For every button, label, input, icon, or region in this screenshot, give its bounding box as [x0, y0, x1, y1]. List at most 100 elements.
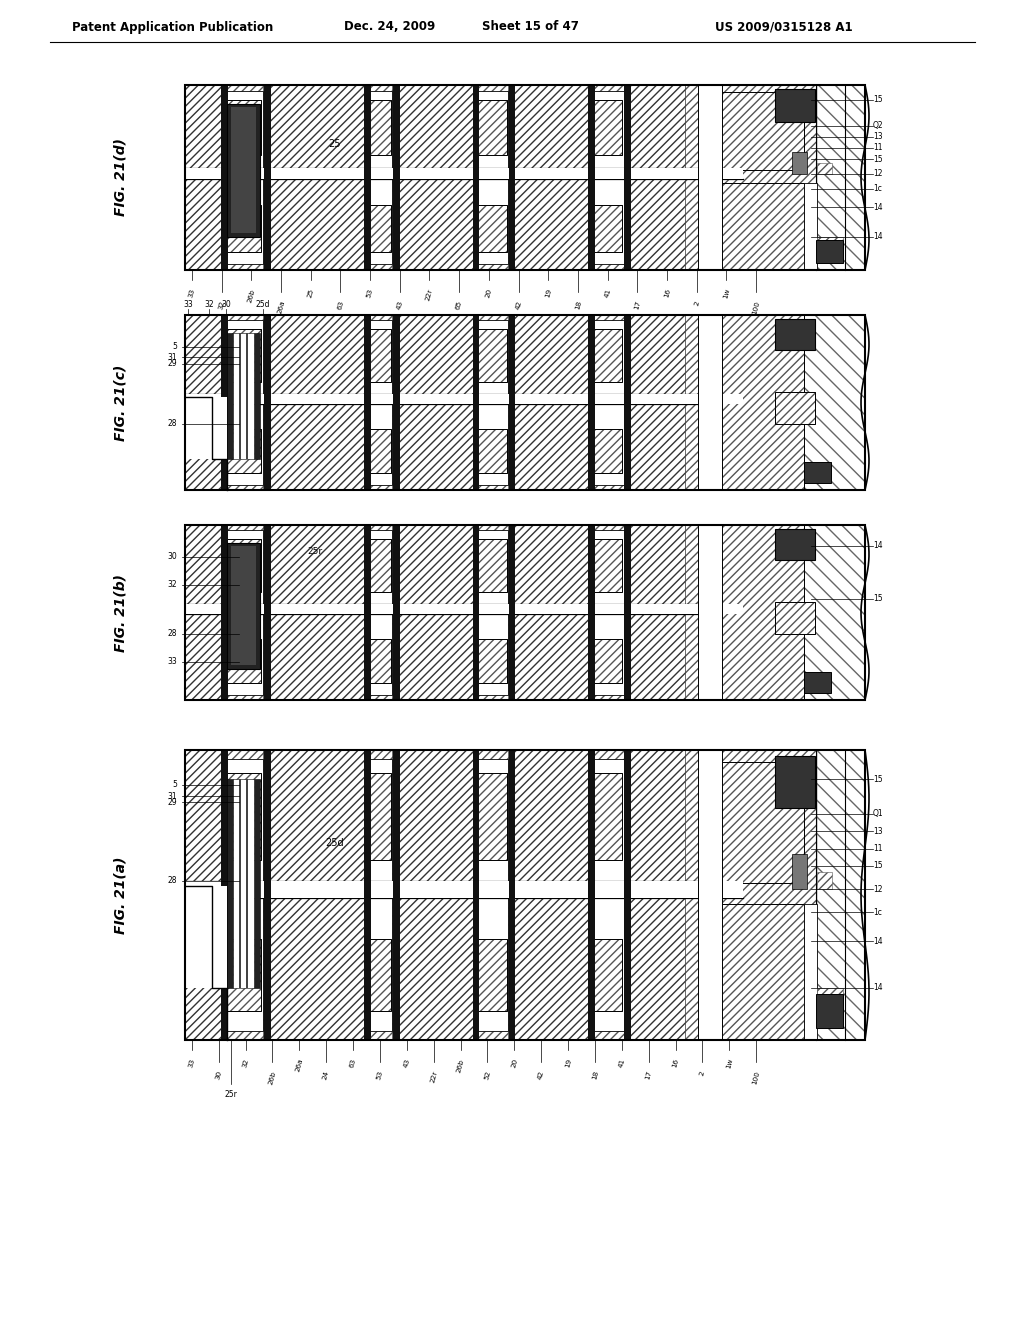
- Text: 28: 28: [168, 876, 177, 884]
- Bar: [263, 84, 366, 271]
- Text: 5: 5: [172, 780, 177, 789]
- Bar: [368, 639, 391, 682]
- Bar: [509, 315, 515, 490]
- Text: 41: 41: [603, 288, 611, 298]
- Bar: [775, 756, 815, 808]
- Bar: [185, 750, 865, 1040]
- Bar: [246, 333, 249, 458]
- Bar: [185, 525, 865, 700]
- Bar: [224, 939, 261, 1011]
- Text: Dec. 24, 2009: Dec. 24, 2009: [344, 21, 435, 33]
- Bar: [368, 100, 391, 156]
- Bar: [476, 429, 507, 473]
- Bar: [722, 762, 804, 883]
- Text: 30: 30: [167, 552, 177, 561]
- Bar: [476, 639, 507, 682]
- Text: 41: 41: [617, 1059, 626, 1068]
- Text: 12: 12: [873, 169, 883, 178]
- Bar: [221, 525, 227, 700]
- Text: 31: 31: [167, 792, 177, 801]
- Bar: [592, 100, 623, 156]
- Bar: [775, 392, 815, 424]
- Text: 19: 19: [564, 1059, 572, 1068]
- Bar: [804, 183, 817, 271]
- Bar: [508, 525, 590, 700]
- Bar: [366, 759, 392, 1031]
- Text: 30: 30: [221, 300, 230, 309]
- Bar: [722, 92, 804, 170]
- Bar: [698, 84, 722, 271]
- Bar: [476, 539, 507, 591]
- Text: 33: 33: [187, 1059, 196, 1068]
- Text: 33: 33: [187, 288, 196, 298]
- Bar: [224, 774, 261, 861]
- Bar: [264, 525, 270, 700]
- Bar: [231, 546, 256, 665]
- Bar: [476, 774, 507, 861]
- Bar: [368, 429, 391, 473]
- Bar: [368, 639, 391, 682]
- Bar: [476, 205, 507, 252]
- Bar: [221, 315, 227, 490]
- Text: 63: 63: [349, 1059, 357, 1068]
- Bar: [804, 525, 865, 700]
- Bar: [227, 543, 260, 668]
- Bar: [592, 205, 623, 252]
- Bar: [473, 525, 479, 700]
- Text: Q2: Q2: [873, 121, 884, 131]
- Bar: [817, 987, 843, 1006]
- Bar: [817, 162, 833, 174]
- Bar: [222, 759, 263, 1031]
- Bar: [185, 886, 227, 987]
- Bar: [222, 91, 263, 264]
- Bar: [592, 639, 623, 682]
- Text: 29: 29: [167, 797, 177, 807]
- Text: 100: 100: [752, 300, 761, 315]
- Bar: [722, 525, 804, 700]
- Bar: [592, 429, 623, 473]
- Text: 63: 63: [336, 300, 344, 310]
- Text: 26b: 26b: [456, 1059, 465, 1073]
- Bar: [817, 236, 843, 248]
- Text: 15: 15: [873, 154, 883, 164]
- Bar: [368, 429, 391, 473]
- Bar: [239, 333, 242, 458]
- Text: 19: 19: [544, 288, 552, 298]
- Bar: [625, 750, 631, 1040]
- Bar: [185, 525, 222, 700]
- Text: 24: 24: [323, 1071, 331, 1081]
- Text: 53: 53: [366, 288, 374, 298]
- Text: 15: 15: [873, 775, 883, 784]
- Bar: [804, 672, 831, 693]
- Bar: [592, 639, 623, 682]
- Bar: [239, 779, 242, 987]
- Bar: [368, 329, 391, 381]
- Bar: [592, 329, 623, 381]
- Bar: [592, 539, 623, 591]
- Bar: [185, 750, 865, 1040]
- Bar: [368, 774, 391, 861]
- Text: 17: 17: [644, 1071, 652, 1081]
- Bar: [509, 750, 515, 1040]
- Text: 29: 29: [167, 359, 177, 368]
- Bar: [364, 750, 371, 1040]
- Text: Q1: Q1: [873, 809, 884, 818]
- Text: 14: 14: [873, 232, 883, 242]
- Text: 25d: 25d: [256, 300, 270, 309]
- Bar: [816, 240, 843, 263]
- Text: 43: 43: [402, 1059, 411, 1068]
- Text: 2: 2: [693, 300, 700, 306]
- Bar: [792, 854, 807, 890]
- Bar: [185, 393, 742, 404]
- Text: 100: 100: [752, 1071, 761, 1085]
- Text: 1w: 1w: [722, 288, 731, 300]
- Bar: [592, 205, 623, 252]
- Bar: [722, 183, 804, 271]
- Bar: [222, 321, 263, 484]
- Bar: [364, 525, 371, 700]
- Text: 53: 53: [376, 1071, 384, 1081]
- Text: 28: 28: [168, 418, 177, 428]
- Bar: [222, 531, 263, 694]
- Bar: [476, 539, 507, 591]
- Bar: [180, 310, 870, 495]
